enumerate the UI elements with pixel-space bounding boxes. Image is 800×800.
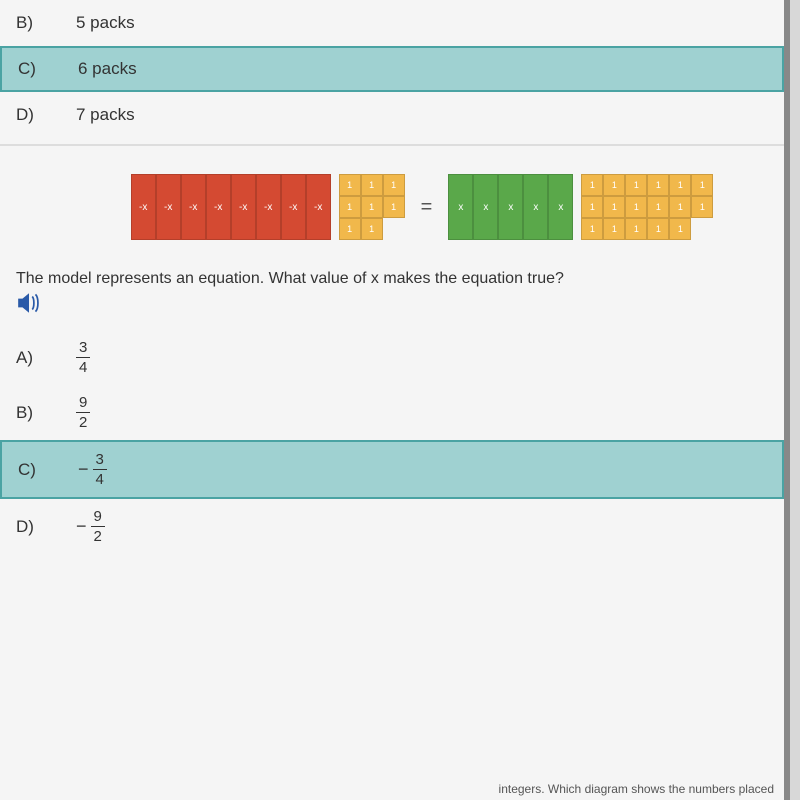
unit-tile: 1 bbox=[691, 196, 713, 218]
variable-tile: x bbox=[448, 174, 473, 240]
unit-tile: 1 bbox=[339, 196, 361, 218]
answer-option[interactable]: C)6 packs bbox=[0, 46, 784, 92]
answer-option[interactable]: B)92 bbox=[0, 385, 784, 440]
option-letter: A) bbox=[16, 348, 76, 368]
answer-option[interactable]: D)−92 bbox=[0, 499, 784, 554]
answer-option[interactable]: B)5 packs bbox=[0, 0, 784, 46]
unit-tile: 1 bbox=[647, 174, 669, 196]
unit-tile: 1 bbox=[383, 174, 405, 196]
unit-tile: 1 bbox=[669, 174, 691, 196]
unit-tile: 1 bbox=[691, 174, 713, 196]
option-letter: B) bbox=[16, 403, 76, 423]
option-letter: C) bbox=[18, 460, 78, 480]
option-letter: D) bbox=[16, 517, 76, 537]
option-letter: D) bbox=[16, 105, 76, 125]
unit-tile: 1 bbox=[625, 196, 647, 218]
option-text: 5 packs bbox=[76, 13, 768, 33]
left-variable-tiles: -x-x-x-x-x-x-x-x bbox=[131, 174, 331, 240]
q2-options-list: A)34B)92C)−34D)−92 bbox=[0, 330, 784, 554]
variable-tile: -x bbox=[306, 174, 331, 240]
audio-icon[interactable] bbox=[16, 292, 42, 314]
unit-tile: 1 bbox=[383, 196, 405, 218]
unit-tile: 1 bbox=[647, 218, 669, 240]
option-value: −92 bbox=[76, 509, 768, 544]
equals-sign: = bbox=[413, 196, 441, 219]
q1-options-list: B)5 packsC)6 packsD)7 packs bbox=[0, 0, 784, 138]
quiz-content: B)5 packsC)6 packsD)7 packs -x-x-x-x-x-x… bbox=[0, 0, 790, 800]
footer-cutoff-text: integers. Which diagram shows the number… bbox=[499, 782, 774, 796]
option-value: 92 bbox=[76, 395, 768, 430]
unit-tile: 1 bbox=[669, 196, 691, 218]
variable-tile: -x bbox=[256, 174, 281, 240]
answer-option[interactable]: D)7 packs bbox=[0, 92, 784, 138]
unit-tile: 1 bbox=[603, 196, 625, 218]
option-value: −34 bbox=[78, 452, 766, 487]
unit-tile: 1 bbox=[603, 218, 625, 240]
unit-tile: 1 bbox=[361, 196, 383, 218]
unit-tile: 1 bbox=[581, 174, 603, 196]
equation-model: -x-x-x-x-x-x-x-x 11111111 = xxxxx 111111… bbox=[0, 174, 784, 240]
right-variable-tiles: xxxxx bbox=[448, 174, 573, 240]
variable-tile: -x bbox=[206, 174, 231, 240]
unit-tile: 1 bbox=[581, 196, 603, 218]
variable-tile: -x bbox=[231, 174, 256, 240]
variable-tile: -x bbox=[156, 174, 181, 240]
question-prompt: The model represents an equation. What v… bbox=[0, 270, 784, 288]
option-text: 7 packs bbox=[76, 105, 768, 125]
unit-tile: 1 bbox=[625, 174, 647, 196]
left-unit-tiles: 11111111 bbox=[339, 174, 405, 240]
unit-tile: 1 bbox=[581, 218, 603, 240]
variable-tile: -x bbox=[281, 174, 306, 240]
unit-tile: 1 bbox=[361, 218, 383, 240]
fraction: 34 bbox=[93, 452, 107, 487]
variable-tile: x bbox=[498, 174, 523, 240]
variable-tile: x bbox=[473, 174, 498, 240]
variable-tile: x bbox=[523, 174, 548, 240]
option-letter: B) bbox=[16, 13, 76, 33]
right-unit-tiles: 11111111111111111 bbox=[581, 174, 713, 240]
fraction: 92 bbox=[76, 395, 90, 430]
option-letter: C) bbox=[18, 59, 78, 79]
unit-tile: 1 bbox=[339, 218, 361, 240]
option-value: 34 bbox=[76, 340, 768, 375]
unit-tile: 1 bbox=[339, 174, 361, 196]
section-divider bbox=[0, 144, 784, 146]
variable-tile: -x bbox=[131, 174, 156, 240]
unit-tile: 1 bbox=[625, 218, 647, 240]
negative-fraction: −92 bbox=[76, 509, 105, 544]
unit-tile: 1 bbox=[669, 218, 691, 240]
unit-tile: 1 bbox=[603, 174, 625, 196]
negative-fraction: −34 bbox=[78, 452, 107, 487]
unit-tile: 1 bbox=[361, 174, 383, 196]
answer-option[interactable]: A)34 bbox=[0, 330, 784, 385]
variable-tile: -x bbox=[181, 174, 206, 240]
option-text: 6 packs bbox=[78, 59, 766, 79]
answer-option[interactable]: C)−34 bbox=[0, 440, 784, 499]
fraction: 34 bbox=[76, 340, 90, 375]
unit-tile: 1 bbox=[647, 196, 669, 218]
variable-tile: x bbox=[548, 174, 573, 240]
fraction: 92 bbox=[91, 509, 105, 544]
